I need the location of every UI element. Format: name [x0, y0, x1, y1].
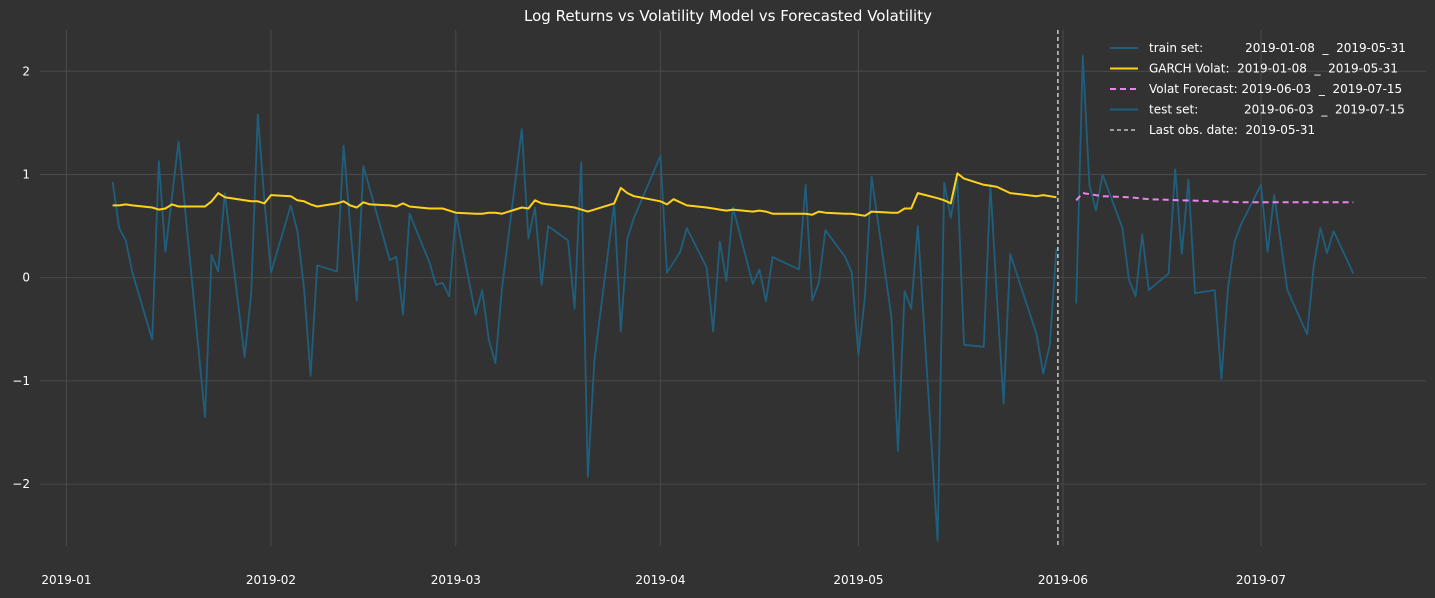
legend-label: train set: 2019-01-08 _ 2019-05-31	[1149, 41, 1406, 55]
legend-label: GARCH Volat: 2019-01-08 _ 2019-05-31	[1149, 62, 1398, 76]
x-tick-label: 2019-07	[1236, 573, 1286, 587]
y-gridlines	[40, 70, 1426, 485]
series-line-0	[111, 113, 1058, 542]
series-line-2	[1075, 192, 1354, 204]
series-line-1	[112, 172, 1057, 217]
y-tick-label: 2	[22, 64, 30, 78]
x-tick-label: 2019-02	[246, 573, 296, 587]
legend-label: test set: 2019-06-03 _ 2019-07-15	[1149, 103, 1405, 117]
x-tick-label: 2019-03	[431, 573, 481, 587]
y-tick-label: −2	[12, 477, 30, 491]
legend-label: Volat Forecast: 2019-06-03 _ 2019-07-15	[1149, 82, 1402, 96]
x-tick-label: 2019-01	[41, 573, 91, 587]
y-tick-labels: −2 −1 0 1 2	[12, 64, 30, 491]
y-tick-label: 0	[22, 271, 30, 285]
x-tick-labels: 2019-01 2019-02 2019-03 2019-04 2019-05 2019-…	[41, 573, 1286, 587]
x-gridlines	[65, 30, 1262, 546]
series-layer	[111, 54, 1355, 542]
y-tick-label: −1	[12, 374, 30, 388]
x-tick-label: 2019-05	[833, 573, 883, 587]
legend: train set: 2019-01-08 _ 2019-05-31 GARCH …	[1110, 41, 1406, 137]
legend-label: Last obs. date: 2019-05-31	[1149, 123, 1315, 137]
x-tick-label: 2019-06	[1038, 573, 1088, 587]
chart-title: Log Returns vs Volatility Model vs Forec…	[524, 7, 932, 25]
x-tick-label: 2019-04	[635, 573, 685, 587]
series-line-3	[1075, 54, 1355, 380]
y-tick-label: 1	[22, 167, 30, 181]
